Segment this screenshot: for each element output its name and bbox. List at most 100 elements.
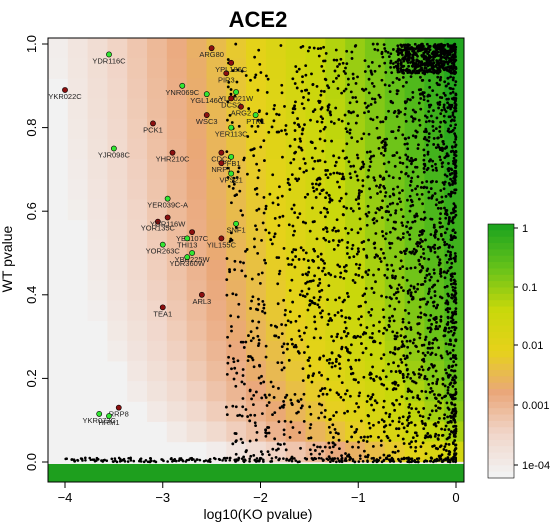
data-point <box>430 322 433 326</box>
data-point <box>426 99 430 103</box>
heatmap-cell <box>246 118 267 140</box>
data-point <box>346 454 349 458</box>
data-point <box>214 457 217 461</box>
heatmap-cell <box>226 381 247 402</box>
data-point <box>395 427 398 431</box>
data-point <box>384 71 388 74</box>
data-point <box>452 202 456 206</box>
data-point <box>331 228 335 232</box>
heatmap-cell <box>186 340 207 362</box>
data-point <box>423 280 427 283</box>
data-point <box>336 65 339 68</box>
data-point <box>320 288 324 292</box>
colorbar-segment <box>488 471 514 479</box>
data-point <box>315 84 319 88</box>
data-point <box>372 217 376 220</box>
data-point <box>264 261 267 265</box>
data-point <box>437 346 440 350</box>
data-point <box>395 151 399 155</box>
data-point <box>234 384 238 388</box>
heatmap-cell <box>226 239 247 261</box>
data-point <box>412 50 416 54</box>
data-point <box>391 330 395 334</box>
data-point <box>383 141 387 144</box>
data-point <box>280 323 284 326</box>
data-point <box>249 307 252 310</box>
data-point <box>391 314 394 318</box>
data-point <box>280 345 284 349</box>
data-point <box>223 456 227 460</box>
gene-label: YDR360W <box>169 259 205 268</box>
data-point <box>410 459 414 463</box>
data-point <box>435 54 438 58</box>
heatmap-cell <box>246 159 267 180</box>
heatmap-cell <box>127 98 148 120</box>
data-point <box>317 394 321 398</box>
data-point <box>438 245 442 249</box>
data-point <box>454 388 457 391</box>
data-point <box>257 376 261 380</box>
data-point <box>422 210 426 214</box>
data-point <box>442 105 446 109</box>
data-point <box>414 290 417 294</box>
data-point <box>129 456 132 460</box>
heatmap-cell <box>147 381 168 402</box>
data-point <box>445 299 449 303</box>
data-point <box>414 446 418 449</box>
data-point <box>391 226 395 230</box>
gene-label: HRM1 <box>98 418 119 427</box>
data-point <box>452 228 455 232</box>
data-point <box>451 78 455 82</box>
data-point <box>391 187 395 191</box>
colorbar-label: 0.1 <box>522 282 537 294</box>
x-tick-label: −4 <box>58 490 73 505</box>
heatmap-cell <box>127 381 148 402</box>
heatmap-cell <box>127 179 148 200</box>
data-point <box>420 265 424 268</box>
data-point <box>344 452 347 455</box>
data-point <box>410 407 414 410</box>
data-point <box>332 80 335 84</box>
data-point <box>432 268 436 272</box>
data-point <box>387 325 391 329</box>
data-point <box>394 220 398 224</box>
data-point <box>427 119 431 123</box>
data-point <box>271 173 275 177</box>
data-point <box>421 368 425 372</box>
data-point <box>251 358 255 362</box>
data-point <box>443 53 446 57</box>
data-point <box>375 458 379 462</box>
data-point <box>390 297 393 301</box>
gene-label: YGL146C <box>190 96 224 105</box>
data-point <box>313 320 317 324</box>
data-point <box>432 71 436 75</box>
data-point <box>410 440 413 444</box>
data-point <box>388 319 392 323</box>
data-point <box>432 223 436 227</box>
heatmap-cell <box>87 239 108 261</box>
data-point <box>388 284 392 288</box>
data-point <box>401 415 405 419</box>
colorbar-segment <box>488 465 514 473</box>
data-point <box>425 115 429 119</box>
data-point <box>430 457 434 460</box>
data-point <box>393 110 397 113</box>
data-point <box>453 101 457 105</box>
data-point <box>319 252 323 256</box>
heatmap-cell <box>206 401 227 422</box>
heatmap-cell <box>345 219 366 241</box>
data-point <box>430 164 434 168</box>
data-point <box>252 394 256 397</box>
data-point <box>257 169 261 172</box>
data-point <box>427 292 430 296</box>
data-point <box>291 224 295 228</box>
data-point <box>293 392 297 396</box>
data-point <box>256 118 260 122</box>
data-point <box>301 220 305 224</box>
data-point <box>299 246 303 250</box>
data-point <box>316 177 320 181</box>
data-point <box>447 326 451 330</box>
data-point <box>339 57 343 61</box>
data-point <box>443 93 447 97</box>
data-point <box>425 143 429 147</box>
